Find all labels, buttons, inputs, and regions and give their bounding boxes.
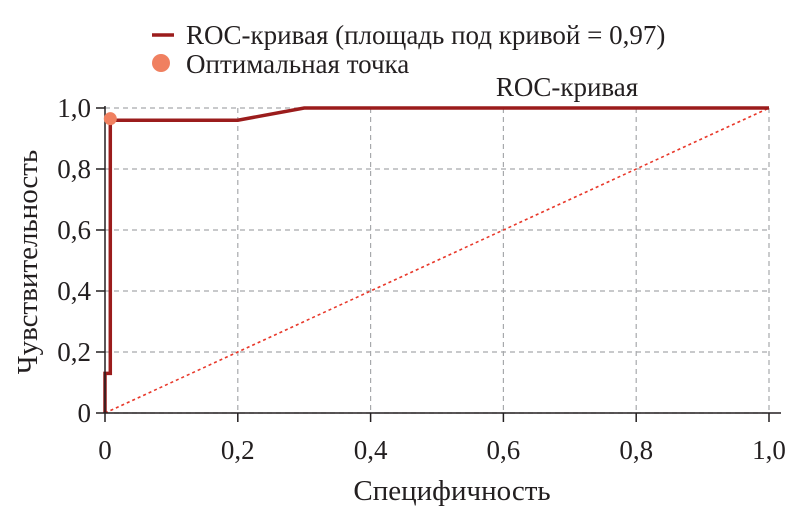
y-tick-label: 1,0: [57, 93, 91, 123]
y-tick-label: 0,2: [57, 337, 91, 367]
y-tick-label: 0: [78, 398, 92, 428]
y-tick-label: 0,6: [57, 215, 91, 245]
x-tick-label: 0,4: [354, 435, 388, 465]
legend-label-optimal: Оптимальная точка: [186, 49, 409, 79]
x-tick-label: 0: [98, 435, 112, 465]
series-layer: [103, 106, 770, 414]
marker-layer: [103, 112, 117, 126]
tick-layer: 00 0,2 0,2 0,4 0,4 0,6 0,6 0,8 0,8 1,0 1,0: [57, 93, 786, 465]
chart-title: ROC-кривая: [496, 72, 638, 102]
legend-label-roc: ROC-кривая (площадь под кривой = 0,97): [186, 20, 665, 50]
y-tick-label: 0,4: [57, 276, 91, 306]
axis-layer: [96, 106, 781, 422]
x-tick-label: 0,2: [221, 435, 255, 465]
optimal-point-marker: [103, 112, 117, 126]
x-tick-label: 0,6: [487, 435, 521, 465]
x-tick-label: 1,0: [752, 435, 786, 465]
diagonal-reference-line: [104, 107, 770, 414]
x-axis-title: Специфичность: [353, 475, 550, 507]
y-tick-label: 0,8: [57, 154, 91, 184]
legend-marker-swatch: [152, 54, 170, 72]
x-tick-label: 0,8: [619, 435, 653, 465]
y-axis-title: Чувствительность: [12, 150, 44, 374]
legend: ROC-кривая (площадь под кривой = 0,97) О…: [152, 20, 665, 79]
